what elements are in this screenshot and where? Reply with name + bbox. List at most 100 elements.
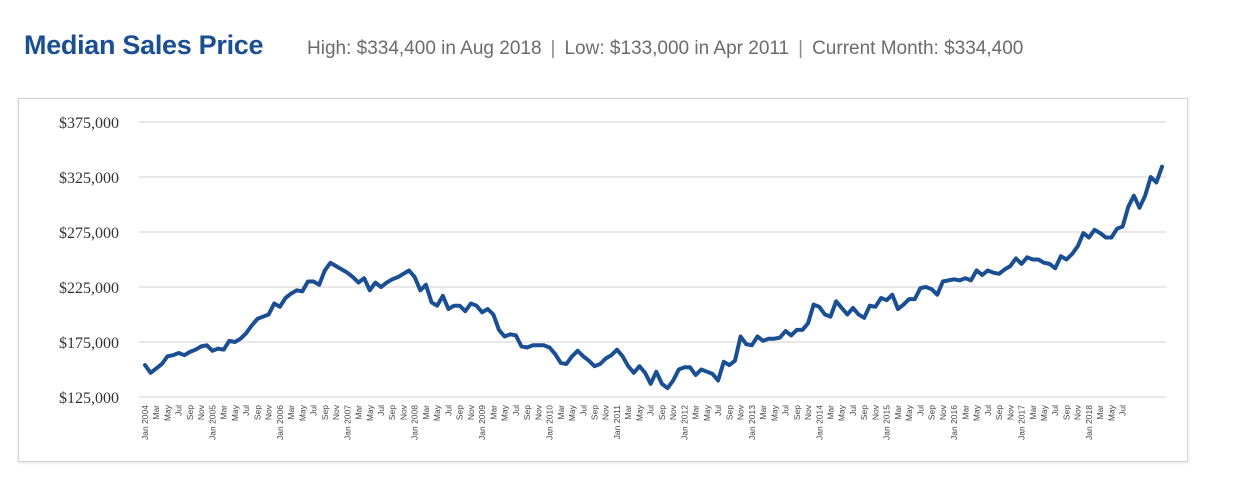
- data-point: [548, 346, 552, 349]
- x-tick-label: Mar: [219, 405, 229, 420]
- x-tick-label: Jan 2017: [1017, 405, 1027, 440]
- data-point: [222, 348, 226, 352]
- data-point: [1003, 267, 1007, 271]
- x-tick-label: Jul: [1050, 405, 1060, 416]
- x-tick-label: Jul: [309, 405, 319, 416]
- data-point: [385, 281, 389, 285]
- x-tick-label: Jan 2011: [612, 405, 622, 440]
- data-point: [800, 328, 804, 332]
- data-point: [761, 339, 765, 343]
- data-point: [576, 349, 580, 353]
- data-point: [143, 363, 147, 367]
- data-point: [778, 336, 782, 340]
- data-point: [806, 321, 810, 325]
- data-point: [890, 293, 894, 297]
- x-tick-label: Mar: [1028, 405, 1038, 420]
- data-point: [1143, 194, 1147, 198]
- data-point: [267, 313, 271, 316]
- data-point: [345, 271, 349, 275]
- data-point: [559, 361, 563, 365]
- data-point: [542, 343, 546, 347]
- x-tick-label: Jul: [848, 405, 858, 416]
- data-point: [1115, 227, 1119, 231]
- data-point: [935, 293, 939, 297]
- data-point: [772, 337, 776, 341]
- x-tick-label: Sep: [1061, 405, 1071, 420]
- x-tick-label: Mar: [691, 405, 701, 420]
- x-tick-label: Mar: [421, 405, 431, 420]
- data-point: [615, 348, 619, 352]
- data-point: [570, 354, 574, 358]
- x-tick-label: Jan 2008: [410, 405, 420, 440]
- data-point: [784, 329, 788, 333]
- series-line: [143, 164, 1164, 391]
- data-point: [452, 304, 456, 308]
- data-point: [598, 362, 602, 366]
- x-tick-label: Nov: [264, 404, 274, 420]
- data-point: [660, 382, 664, 386]
- data-point: [587, 359, 591, 363]
- separator: |: [550, 38, 556, 59]
- data-point: [643, 371, 647, 375]
- data-point: [278, 305, 282, 309]
- x-tick-label: Nov: [803, 404, 813, 420]
- data-point: [1076, 244, 1080, 248]
- data-point: [497, 328, 501, 332]
- data-point: [300, 289, 304, 293]
- data-point: [435, 304, 439, 308]
- data-point: [834, 299, 838, 303]
- data-point: [975, 269, 979, 272]
- data-point: [817, 305, 821, 309]
- x-tick-label: May: [230, 404, 240, 421]
- data-point: [289, 292, 293, 296]
- chart-title: Median Sales Price: [24, 30, 264, 60]
- data-point: [328, 261, 332, 265]
- x-tick-label: Jul: [915, 405, 925, 416]
- y-axis: $125,000 $175,000 $225,000 $275,000 $325,000…: [59, 115, 119, 407]
- data-point: [475, 304, 479, 308]
- x-tick-label: Jan 2006: [275, 405, 285, 440]
- x-tick-label: Jul: [713, 405, 723, 416]
- x-tick-label: Jan 2004: [140, 405, 150, 440]
- x-tick-label: Nov: [533, 404, 543, 420]
- x-tick-label: May: [837, 404, 847, 421]
- data-point: [1149, 175, 1153, 179]
- data-point: [851, 306, 855, 310]
- data-point: [963, 276, 967, 280]
- x-tick-label: Sep: [792, 405, 802, 420]
- x-tick-label: May: [972, 404, 982, 421]
- data-point: [1121, 225, 1125, 228]
- x-tick-label: Mar: [1095, 405, 1105, 420]
- data-point: [755, 335, 759, 338]
- x-tick-label: Mar: [286, 405, 296, 420]
- data-point: [177, 351, 181, 355]
- data-point: [682, 365, 686, 369]
- data-point: [913, 297, 917, 301]
- data-point: [823, 313, 827, 316]
- x-tick-label: Sep: [320, 405, 330, 420]
- gridlines: [139, 121, 1166, 398]
- data-point: [396, 275, 400, 279]
- data-point: [424, 283, 428, 287]
- data-point: [744, 342, 748, 346]
- data-point: [946, 278, 950, 282]
- data-point: [1093, 228, 1097, 232]
- data-point: [941, 280, 945, 283]
- x-tick-label: Nov: [466, 404, 476, 420]
- y-tick-label: $225,000: [59, 280, 119, 297]
- data-point: [649, 382, 653, 386]
- high-stat: High: $334,400 in Aug 2018: [307, 38, 542, 59]
- data-point: [216, 347, 220, 351]
- data-point: [716, 379, 720, 382]
- y-tick-label: $325,000: [59, 170, 119, 187]
- data-point: [1087, 236, 1091, 239]
- data-point: [1031, 258, 1035, 261]
- current-stat: Current Month: $334,400: [812, 38, 1024, 59]
- x-tick-label: Jan 2012: [679, 405, 689, 440]
- data-point: [1098, 231, 1102, 235]
- chart-panel: $125,000 $175,000 $225,000 $275,000 $325,000…: [18, 98, 1188, 462]
- data-point: [873, 305, 877, 309]
- x-tick-label: Nov: [601, 404, 611, 420]
- data-point: [491, 313, 495, 316]
- x-tick-label: Sep: [994, 405, 1004, 420]
